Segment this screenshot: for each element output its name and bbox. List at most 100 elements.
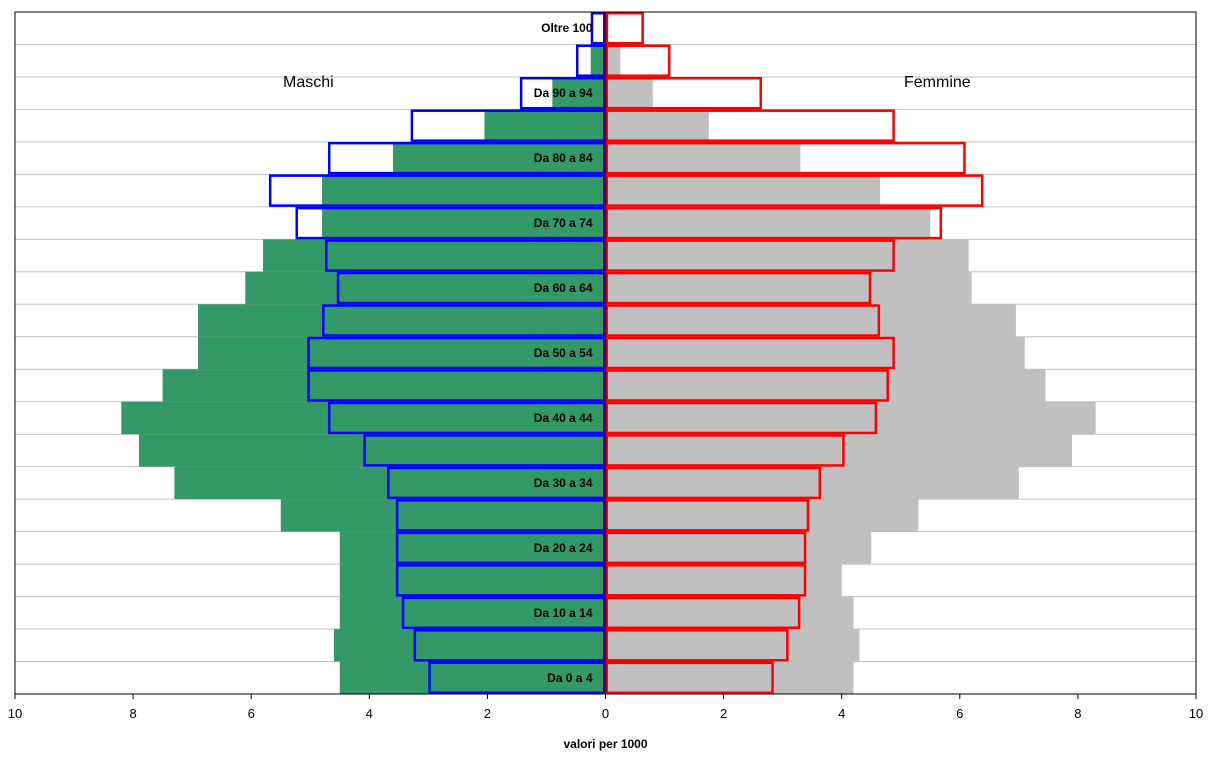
bar-left-filled [552,76,606,110]
category-label: Da 40 a 44 [534,411,593,425]
bar-left-outline [327,401,606,435]
category-label: Da 10 a 14 [534,606,593,620]
bar-left-outline [325,239,606,272]
bar-right-outline [605,369,889,402]
bar-right-outline [605,401,878,435]
category-label: Da 90 a 94 [534,86,593,100]
axes: 10 8 6 4 2 0 2 4 6 8 10 [8,11,1203,721]
bar-left-outline [590,12,606,45]
bar-left-outline [268,174,606,207]
bar-right-outline [605,661,774,694]
bar-left-filled [174,466,606,500]
bar-right-filled [605,499,919,532]
bar-right-outline [605,531,807,565]
bar-right-filled [605,174,881,207]
side-label-right: Femmine [904,74,971,91]
bar-right-filled [605,661,854,694]
x-tick-label: 10 [1189,706,1203,721]
bar-right-filled [605,531,872,565]
bar-left-filled [263,239,606,272]
bar-right-outline [605,206,943,240]
bar-right-outline [605,336,895,370]
bar-right-outline [605,239,895,272]
bar-left-outline [395,499,606,532]
bar-right-filled [605,466,1019,500]
bar-left-filled [339,564,606,597]
x-tick-label: 2 [720,706,727,721]
bar-left-outline [428,661,606,694]
category-label: Oltre 100 [541,21,593,35]
x-axis-title: valori per 1000 [563,737,647,751]
bar-left-outline [322,304,606,337]
bar-right-filled [605,434,1072,467]
x-tick-label: 2 [484,706,491,721]
bar-left-outline [401,596,606,630]
bar-right-filled [605,206,931,240]
bar-left-outline [575,44,606,77]
x-tick-label: 10 [8,706,22,721]
bar-left-filled [198,336,606,370]
bar-left-filled [590,44,606,77]
category-label: Da 80 a 84 [534,151,593,165]
bar-left-outline [395,531,606,565]
bar-right-outline [605,434,845,467]
bar-left-outline [387,466,606,500]
bar-left-outline [295,206,606,240]
bar-right-outline [605,466,822,500]
labels: Da 0 a 4 Da 10 a 14 Da 20 a 24 Da 30 a 34 Da… [534,21,593,685]
bar-right-filled [605,304,1016,337]
x-tick-label: 6 [956,706,963,721]
bar-left-outline [307,369,606,402]
bar-left-outline [327,141,606,175]
bar-right-filled [605,596,854,630]
bar-right-outline [605,12,644,45]
bar-right-outline [605,76,762,110]
bar-right-filled [605,271,972,305]
bar-right-outline [605,304,881,337]
bar-left-filled [198,304,606,337]
bar-left-filled [280,499,606,532]
category-label: Da 0 a 4 [547,671,593,685]
x-tick-label: 6 [248,706,255,721]
bar-left-filled [162,369,606,402]
bar-right-filled [605,76,653,110]
bar-left-outline [395,564,606,597]
category-label: Da 60 a 64 [534,281,593,295]
bar-right-outline [605,44,671,77]
bar-left-outline [307,336,606,370]
bar-left-filled [339,596,606,630]
side-label-left: Maschi [283,74,334,91]
x-tick-label: 4 [838,706,845,721]
bar-right-filled [605,369,1046,402]
outline-bars [268,12,984,694]
bar-left-filled [322,206,606,240]
bar-right-filled [605,401,1096,435]
bar-left-outline [519,76,606,110]
bar-right-outline [605,109,895,142]
bar-right-outline [605,629,789,662]
bar-left-filled [333,629,606,662]
bar-right-filled [605,239,969,272]
x-tick-label: 8 [129,706,136,721]
bar-left-outline [363,434,606,467]
category-label: Da 20 a 24 [534,541,593,555]
bar-left-filled [245,271,606,305]
bar-left-outline [410,109,606,142]
bar-left-filled [339,531,606,565]
bar-left-filled [392,141,606,175]
bar-left-filled [484,109,606,142]
bar-right-outline [605,271,872,305]
category-label: Da 50 a 54 [534,346,593,360]
category-label: Da 70 a 74 [534,216,593,230]
x-tick-label: 4 [366,706,373,721]
x-tick-label: 0 [602,706,609,721]
bar-right-outline [605,564,807,597]
bar-right-outline [605,499,810,532]
bar-left-filled [121,401,606,435]
bar-right-filled [605,629,860,662]
bar-left-filled [139,434,606,467]
filled-bars [121,12,1096,694]
bar-right-filled [605,336,1025,370]
bar-right-outline [605,174,984,207]
bar-right-filled [605,44,621,77]
